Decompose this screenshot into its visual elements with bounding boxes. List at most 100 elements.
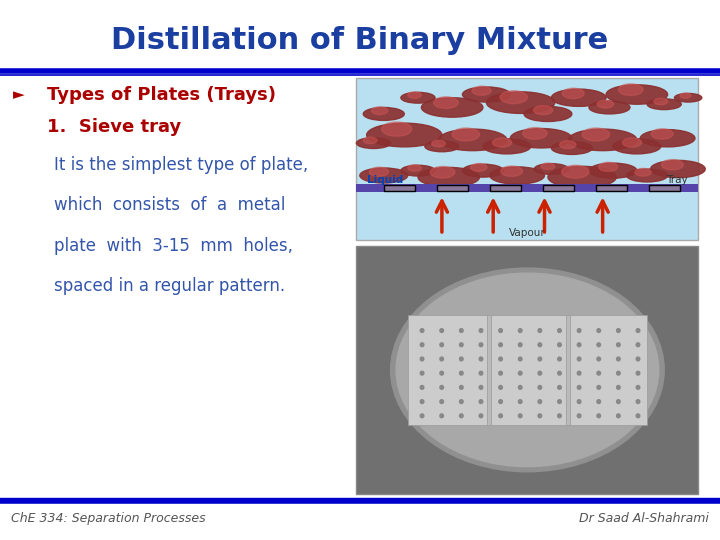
Ellipse shape <box>538 414 541 418</box>
Ellipse shape <box>401 92 435 103</box>
Ellipse shape <box>559 141 576 148</box>
FancyBboxPatch shape <box>543 185 574 191</box>
Ellipse shape <box>552 89 606 106</box>
FancyBboxPatch shape <box>566 315 570 424</box>
Ellipse shape <box>433 97 459 109</box>
Ellipse shape <box>420 329 424 333</box>
Ellipse shape <box>366 123 442 147</box>
Ellipse shape <box>651 129 673 139</box>
Ellipse shape <box>582 128 609 141</box>
Ellipse shape <box>483 139 531 154</box>
Ellipse shape <box>616 414 620 418</box>
Ellipse shape <box>538 372 541 375</box>
Ellipse shape <box>462 87 510 102</box>
Ellipse shape <box>440 386 444 389</box>
Ellipse shape <box>486 92 554 113</box>
Ellipse shape <box>597 372 600 375</box>
FancyBboxPatch shape <box>487 315 491 424</box>
Ellipse shape <box>558 372 562 375</box>
Ellipse shape <box>420 372 424 375</box>
Ellipse shape <box>440 400 444 403</box>
Ellipse shape <box>662 159 683 170</box>
Ellipse shape <box>492 138 512 147</box>
Ellipse shape <box>654 98 667 105</box>
Ellipse shape <box>616 400 620 403</box>
Ellipse shape <box>440 414 444 418</box>
Ellipse shape <box>651 160 706 178</box>
Ellipse shape <box>499 400 503 403</box>
Ellipse shape <box>626 169 667 182</box>
Ellipse shape <box>597 357 600 361</box>
Ellipse shape <box>479 372 482 375</box>
Ellipse shape <box>577 372 581 375</box>
Ellipse shape <box>499 329 503 333</box>
Ellipse shape <box>538 400 541 403</box>
Ellipse shape <box>569 129 637 151</box>
Ellipse shape <box>548 166 616 188</box>
Ellipse shape <box>636 372 640 375</box>
Ellipse shape <box>680 93 691 98</box>
Ellipse shape <box>462 164 503 177</box>
Ellipse shape <box>518 372 522 375</box>
Ellipse shape <box>356 138 391 148</box>
Ellipse shape <box>636 343 640 347</box>
Ellipse shape <box>577 343 581 347</box>
Ellipse shape <box>616 343 620 347</box>
Ellipse shape <box>577 357 581 361</box>
Ellipse shape <box>597 400 600 403</box>
Ellipse shape <box>538 343 541 347</box>
Ellipse shape <box>499 386 503 389</box>
Ellipse shape <box>499 343 503 347</box>
Ellipse shape <box>499 372 503 375</box>
Ellipse shape <box>636 386 640 389</box>
Ellipse shape <box>675 93 702 102</box>
Ellipse shape <box>479 386 482 389</box>
Ellipse shape <box>490 167 544 184</box>
Ellipse shape <box>452 128 480 141</box>
Ellipse shape <box>440 343 444 347</box>
Ellipse shape <box>432 140 445 147</box>
Ellipse shape <box>438 129 507 151</box>
Ellipse shape <box>558 386 562 389</box>
Ellipse shape <box>472 86 491 95</box>
Text: Liquid: Liquid <box>366 175 403 185</box>
Ellipse shape <box>597 343 600 347</box>
FancyBboxPatch shape <box>490 185 521 191</box>
Ellipse shape <box>562 88 584 99</box>
Ellipse shape <box>440 357 444 361</box>
Ellipse shape <box>534 164 569 174</box>
Ellipse shape <box>562 165 589 178</box>
Ellipse shape <box>364 107 405 120</box>
Ellipse shape <box>440 329 444 333</box>
Ellipse shape <box>382 122 412 136</box>
Ellipse shape <box>518 343 522 347</box>
Ellipse shape <box>459 372 463 375</box>
Ellipse shape <box>524 106 572 122</box>
Ellipse shape <box>401 165 435 176</box>
Ellipse shape <box>597 329 600 333</box>
Ellipse shape <box>408 92 421 98</box>
FancyBboxPatch shape <box>384 185 415 191</box>
Ellipse shape <box>577 400 581 403</box>
Ellipse shape <box>459 357 463 361</box>
Ellipse shape <box>636 414 640 418</box>
FancyBboxPatch shape <box>356 246 698 494</box>
Ellipse shape <box>418 167 480 187</box>
Ellipse shape <box>500 91 528 104</box>
Ellipse shape <box>390 268 665 472</box>
Ellipse shape <box>558 414 562 418</box>
Ellipse shape <box>616 386 620 389</box>
Ellipse shape <box>589 101 630 114</box>
Ellipse shape <box>597 100 613 108</box>
Ellipse shape <box>500 166 523 177</box>
Ellipse shape <box>440 372 444 375</box>
Ellipse shape <box>471 164 487 171</box>
Ellipse shape <box>558 400 562 403</box>
Ellipse shape <box>421 98 483 117</box>
Ellipse shape <box>640 130 695 147</box>
Text: ►: ► <box>13 87 24 102</box>
Ellipse shape <box>558 343 562 347</box>
Ellipse shape <box>479 414 482 418</box>
Ellipse shape <box>552 141 593 154</box>
Ellipse shape <box>360 168 408 183</box>
